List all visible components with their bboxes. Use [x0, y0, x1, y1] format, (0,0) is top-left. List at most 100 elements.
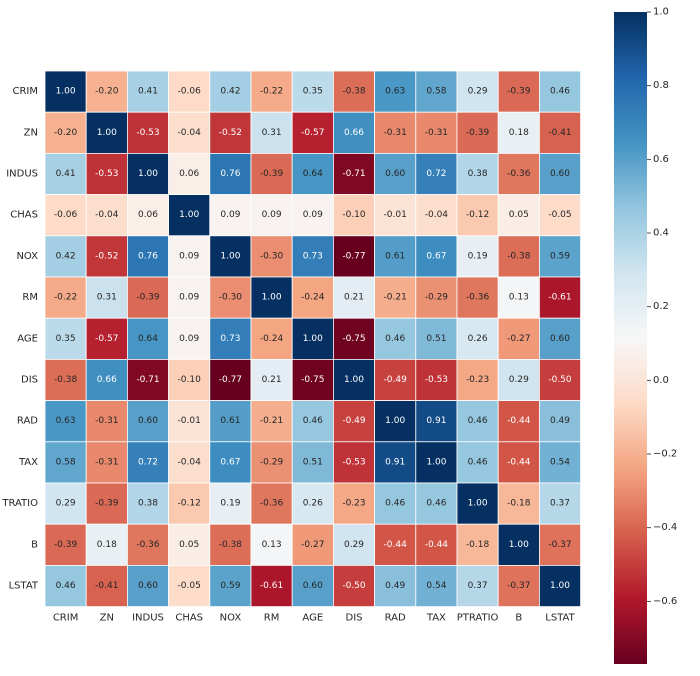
heatmap-cell-label: -0.10: [178, 375, 202, 385]
x-tick-label: CHAS: [175, 613, 203, 624]
heatmap-cell: [374, 317, 417, 360]
heatmap-cell: [291, 523, 334, 566]
heatmap-cell-label: 0.31: [97, 293, 117, 303]
heatmap-cell-label: 0.19: [220, 499, 240, 509]
heatmap-cell-label: -0.23: [342, 499, 365, 509]
heatmap-cell: [209, 482, 252, 525]
heatmap-cell-label: -0.77: [219, 375, 242, 385]
heatmap-cell-label: 1.00: [303, 334, 323, 344]
heatmap-cell-label: 0.09: [179, 334, 199, 344]
heatmap-cell-label: 0.13: [509, 293, 529, 303]
heatmap-cell-label: 0.06: [179, 169, 199, 179]
heatmap-cell: [539, 276, 582, 319]
colorbar: 1.0 0.8 0.6 0.4 0.2 0.0 −0.2 −0.4 −0.6: [614, 7, 677, 664]
heatmap-cell-label: -0.52: [219, 128, 242, 138]
heatmap-cell-label: -0.24: [260, 334, 284, 344]
heatmap-cell-label: -0.49: [342, 416, 366, 426]
heatmap-cells: [44, 70, 582, 608]
heatmap-cell-label: -0.24: [301, 293, 325, 303]
heatmap-cell: [44, 276, 87, 319]
heatmap-cell: [85, 523, 128, 566]
heatmap-cell: [250, 565, 293, 608]
heatmap-cell: [44, 441, 87, 484]
heatmap-cell: [209, 317, 252, 360]
heatmap-cell: [497, 194, 540, 237]
heatmap-cell-label: 1.00: [385, 416, 405, 426]
heatmap-cell-label: -0.12: [178, 499, 201, 509]
heatmap-cell-label: -0.36: [260, 499, 284, 509]
heatmap-cell: [209, 276, 252, 319]
heatmap-cell: [539, 111, 582, 154]
heatmap-cell: [374, 358, 417, 401]
heatmap-cell-label: 0.46: [550, 87, 570, 97]
heatmap-cell: [456, 400, 499, 443]
heatmap-cell: [250, 523, 293, 566]
heatmap-cell-label: 1.00: [509, 540, 529, 550]
heatmap-cell-label: -0.53: [95, 169, 118, 179]
heatmap-cell-label: -0.10: [342, 210, 366, 220]
heatmap-cell: [85, 152, 128, 195]
heatmap-cell-label: -0.38: [219, 540, 243, 550]
y-tick-label: CRIM: [12, 86, 38, 97]
heatmap-cell: [127, 194, 170, 237]
heatmap-cell-label: -0.57: [95, 334, 118, 344]
colorbar-tick-labels: 1.0 0.8 0.6 0.4 0.2 0.0 −0.2 −0.4 −0.6: [647, 7, 677, 607]
x-axis-tick-labels: CRIM ZN INDUS CHAS NOX RM AGE DIS RAD TAX PTRATIO B…: [53, 613, 576, 624]
heatmap-cell-label: 0.51: [303, 457, 323, 467]
heatmap-cell-label: 0.54: [550, 457, 570, 467]
y-tick-label: CHAS: [10, 210, 38, 221]
heatmap-cell-label: 0.19: [468, 251, 488, 261]
heatmap-cell: [539, 482, 582, 525]
heatmap-cell-label: 0.49: [550, 416, 570, 426]
heatmap-cell-label: -0.39: [507, 87, 531, 97]
heatmap-cell: [168, 317, 211, 360]
heatmap-cell: [85, 482, 128, 525]
heatmap-cell-label: -0.31: [95, 416, 118, 426]
heatmap-cell-label: -0.41: [95, 581, 118, 591]
heatmap-cell: [497, 276, 540, 319]
heatmap-cell: [374, 235, 417, 278]
heatmap-cell-label: 0.09: [303, 210, 323, 220]
colorbar-tick-label: −0.6: [653, 596, 677, 607]
heatmap-cell: [456, 276, 499, 319]
x-tick-label: TAX: [426, 613, 446, 624]
y-tick-label: TAX: [18, 457, 38, 468]
heatmap-cell-label: 0.73: [303, 251, 323, 261]
heatmap-cell-label: 0.64: [138, 334, 158, 344]
heatmap-cell-label: 0.18: [97, 540, 117, 550]
heatmap-cell: [209, 523, 252, 566]
heatmap-cell-label: 0.46: [426, 499, 446, 509]
colorbar-tick-label: −0.4: [653, 522, 677, 533]
heatmap-cell: [539, 317, 582, 360]
heatmap-cell-label: -0.50: [548, 375, 572, 385]
heatmap-cell-label: 0.59: [550, 251, 570, 261]
heatmap-cell-label: -0.20: [95, 87, 119, 97]
y-tick-label: RAD: [17, 416, 38, 427]
heatmap-cell-label: -0.23: [466, 375, 489, 385]
heatmap-cell: [44, 565, 87, 608]
heatmap-cell: [250, 441, 293, 484]
x-tick-label: AGE: [302, 613, 323, 624]
heatmap-cell: [539, 235, 582, 278]
heatmap-cell-label: -0.22: [260, 87, 283, 97]
heatmap-cell: [44, 70, 87, 113]
heatmap-cell: [291, 317, 334, 360]
heatmap-cell-label: -0.71: [136, 375, 159, 385]
heatmap-cell-label: -0.37: [507, 581, 530, 591]
heatmap-cell-label: -0.05: [178, 581, 201, 591]
heatmap-cell: [374, 400, 417, 443]
heatmap-cell-label: -0.20: [54, 128, 78, 138]
y-tick-label: DIS: [21, 375, 38, 386]
heatmap-cell-label: 0.41: [138, 87, 158, 97]
heatmap-cell-label: 0.58: [56, 457, 76, 467]
heatmap-cell-label: 0.49: [385, 581, 405, 591]
heatmap-cell: [497, 565, 540, 608]
heatmap-cell-label: -0.22: [54, 293, 77, 303]
heatmap-cell: [209, 152, 252, 195]
heatmap-cell-label: -0.04: [425, 210, 449, 220]
heatmap-cell: [291, 565, 334, 608]
heatmap-cell-label: 1.00: [550, 581, 570, 591]
heatmap-cell: [456, 317, 499, 360]
heatmap-cell: [44, 194, 87, 237]
